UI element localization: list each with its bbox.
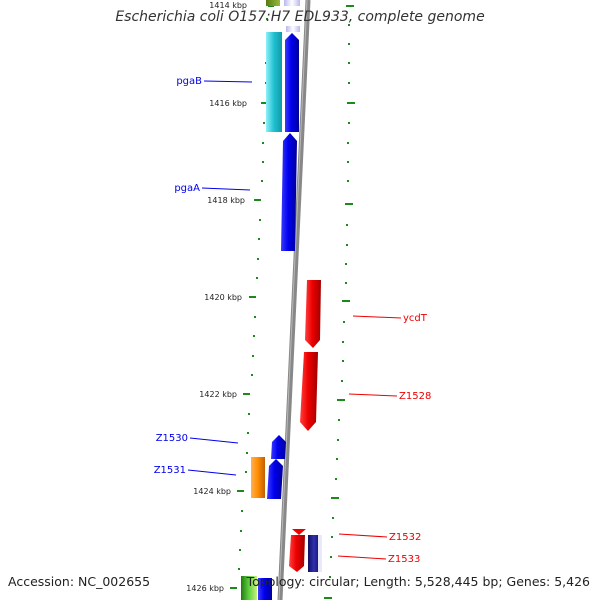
tick-dot bbox=[345, 263, 347, 265]
tick-dot bbox=[342, 341, 344, 343]
leader-ycdT bbox=[352, 315, 402, 319]
tick-dot bbox=[266, 18, 268, 20]
tick-dot bbox=[258, 238, 260, 240]
accession-text: Accession: NC_002655 bbox=[8, 574, 151, 589]
genome-title: Escherichia coli O157:H7 EDL933, complet… bbox=[115, 9, 485, 25]
tick-dot bbox=[348, 122, 350, 124]
tick-dot bbox=[348, 82, 350, 84]
tick-label-1416: 1416 kbp bbox=[209, 99, 247, 108]
leader-Z1528 bbox=[348, 393, 398, 397]
topology-text: Topology: circular; Length: 5,528,445 bp… bbox=[246, 574, 590, 589]
tick-label-1420: 1420 kbp bbox=[204, 293, 242, 302]
gene-Z1533-edge bbox=[318, 535, 322, 572]
backbone-highlight bbox=[278, 0, 308, 600]
tick-label-1426: 1426 kbp bbox=[186, 584, 224, 593]
tick-dot bbox=[348, 62, 350, 64]
tick-dot bbox=[246, 452, 248, 454]
tick-dot bbox=[332, 517, 334, 519]
leader-Z1533 bbox=[337, 555, 387, 560]
genome-backbone bbox=[277, 0, 311, 600]
tick-dot bbox=[345, 282, 347, 284]
label-Z1528[interactable]: Z1528 bbox=[399, 391, 431, 402]
tick-dot bbox=[256, 277, 258, 279]
tick-label-1414: 1414 kbp bbox=[209, 1, 247, 10]
feature-pale[interactable] bbox=[284, 0, 300, 6]
tick-dot bbox=[248, 413, 250, 415]
gene-Z1530[interactable] bbox=[271, 435, 286, 459]
tick-dot bbox=[341, 380, 343, 382]
tick-dot bbox=[239, 549, 241, 551]
gene-pgaB[interactable] bbox=[285, 33, 299, 132]
tick-dot bbox=[337, 439, 339, 441]
label-Z1531[interactable]: Z1531 bbox=[154, 465, 186, 476]
tick-dot bbox=[330, 556, 332, 558]
tick-label-1418: 1418 kbp bbox=[207, 196, 245, 205]
tick-dot bbox=[342, 360, 344, 362]
gene-Z1531[interactable] bbox=[267, 459, 283, 499]
label-pgaB[interactable]: pgaB bbox=[176, 76, 202, 87]
label-pgaA[interactable]: pgaA bbox=[174, 183, 200, 194]
tick-dot bbox=[347, 161, 349, 163]
tick-dot bbox=[254, 316, 256, 318]
gene-ycdT[interactable] bbox=[305, 280, 321, 348]
tick-dot bbox=[251, 374, 253, 376]
tick-dot bbox=[347, 180, 349, 182]
tick-dot bbox=[347, 142, 349, 144]
feature-orange[interactable] bbox=[251, 457, 265, 498]
gene-Z1528[interactable] bbox=[300, 352, 318, 431]
tick-dot bbox=[240, 530, 242, 532]
leader-pgaA bbox=[201, 187, 251, 191]
leader-pgaB bbox=[203, 80, 253, 83]
gene-Z1533[interactable] bbox=[308, 535, 320, 572]
tick-dot bbox=[241, 510, 243, 512]
tick-dot bbox=[257, 258, 259, 260]
label-ycdT[interactable]: ycdT bbox=[403, 313, 428, 324]
tick-dot bbox=[335, 478, 337, 480]
outer-tick-track bbox=[324, 5, 355, 599]
tick-dot bbox=[346, 244, 348, 246]
feature-blue-bottom[interactable] bbox=[258, 578, 272, 600]
tick-dot bbox=[245, 471, 247, 473]
feature-cyan[interactable] bbox=[266, 32, 282, 132]
tick-dot bbox=[346, 224, 348, 226]
tick-dot bbox=[247, 432, 249, 434]
inner-tick-track bbox=[230, 5, 274, 589]
tick-dot bbox=[348, 24, 350, 26]
leader-Z1531 bbox=[187, 469, 237, 476]
tick-dot bbox=[262, 161, 264, 163]
tick-label-1422: 1422 kbp bbox=[199, 390, 237, 399]
tick-dot bbox=[338, 419, 340, 421]
tick-dot bbox=[336, 458, 338, 460]
label-Z1532[interactable]: Z1532 bbox=[389, 532, 421, 543]
feature-pale-small[interactable] bbox=[286, 26, 300, 32]
gene-Z1532-marker[interactable] bbox=[292, 529, 306, 535]
label-Z1533[interactable]: Z1533 bbox=[388, 554, 420, 565]
tick-label-1424: 1424 kbp bbox=[193, 487, 231, 496]
gene-pgaA[interactable] bbox=[281, 133, 297, 251]
feature-green[interactable] bbox=[241, 576, 257, 600]
tick-dot bbox=[261, 180, 263, 182]
gene-Z1532[interactable] bbox=[289, 535, 305, 572]
tick-dot bbox=[259, 219, 261, 221]
tick-dot bbox=[238, 568, 240, 570]
tick-dot bbox=[262, 142, 264, 144]
tick-dot bbox=[253, 335, 255, 337]
tick-dot bbox=[331, 536, 333, 538]
feature-olive[interactable] bbox=[266, 0, 280, 6]
tick-dot bbox=[263, 122, 265, 124]
label-Z1530[interactable]: Z1530 bbox=[156, 433, 188, 444]
tick-dot bbox=[343, 321, 345, 323]
tick-dot bbox=[348, 43, 350, 45]
leader-Z1530 bbox=[189, 437, 239, 444]
leader-Z1532 bbox=[338, 533, 388, 538]
tick-dot bbox=[329, 576, 331, 578]
tick-dot bbox=[252, 355, 254, 357]
